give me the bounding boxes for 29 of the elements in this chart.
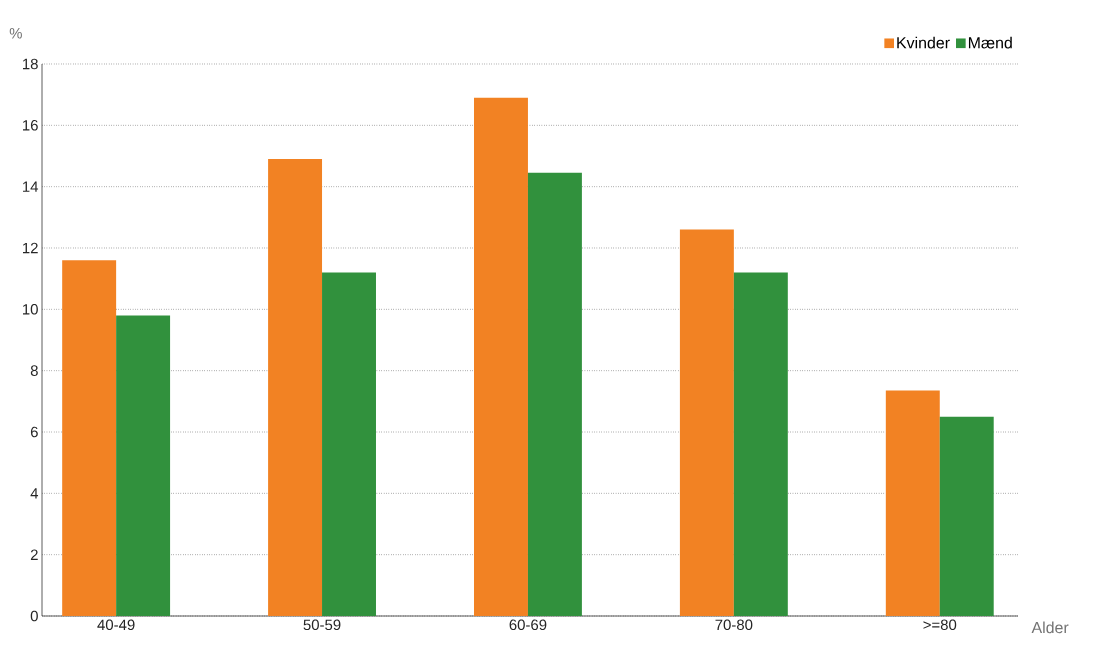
bar: [62, 260, 117, 616]
y-tick-label: 2: [30, 549, 38, 560]
x-tick-label: >=80: [923, 619, 957, 631]
x-tick-label: 40-49: [97, 619, 135, 631]
y-tick-label: 6: [30, 426, 38, 438]
bar: [885, 390, 940, 616]
y-axis-title: %: [9, 28, 22, 39]
x-tick-label: 50-59: [303, 619, 341, 631]
bar: [322, 272, 376, 616]
x-tick-label: 70-80: [715, 619, 753, 631]
y-tick-label: 14: [23, 181, 39, 192]
legend-label: Mænd: [968, 36, 1012, 49]
y-tick-label: 8: [30, 365, 38, 376]
y-tick-label: 10: [23, 304, 38, 315]
bar: [116, 315, 171, 616]
bar: [733, 272, 788, 616]
y-tick-label: 0: [30, 610, 38, 622]
bar: [474, 97, 528, 616]
x-axis-title: Alder: [1031, 621, 1069, 634]
y-tick-label: 18: [23, 58, 38, 70]
x-tick-label: 60-69: [509, 619, 547, 631]
bar: [679, 229, 734, 616]
y-tick-label: 4: [30, 488, 39, 499]
y-tick-label: 16: [23, 120, 38, 131]
bar: [527, 172, 582, 616]
bar: [939, 416, 994, 616]
legend-label: Kvinder: [897, 36, 950, 49]
y-tick-label: 12: [23, 242, 38, 254]
bar: [268, 159, 323, 616]
